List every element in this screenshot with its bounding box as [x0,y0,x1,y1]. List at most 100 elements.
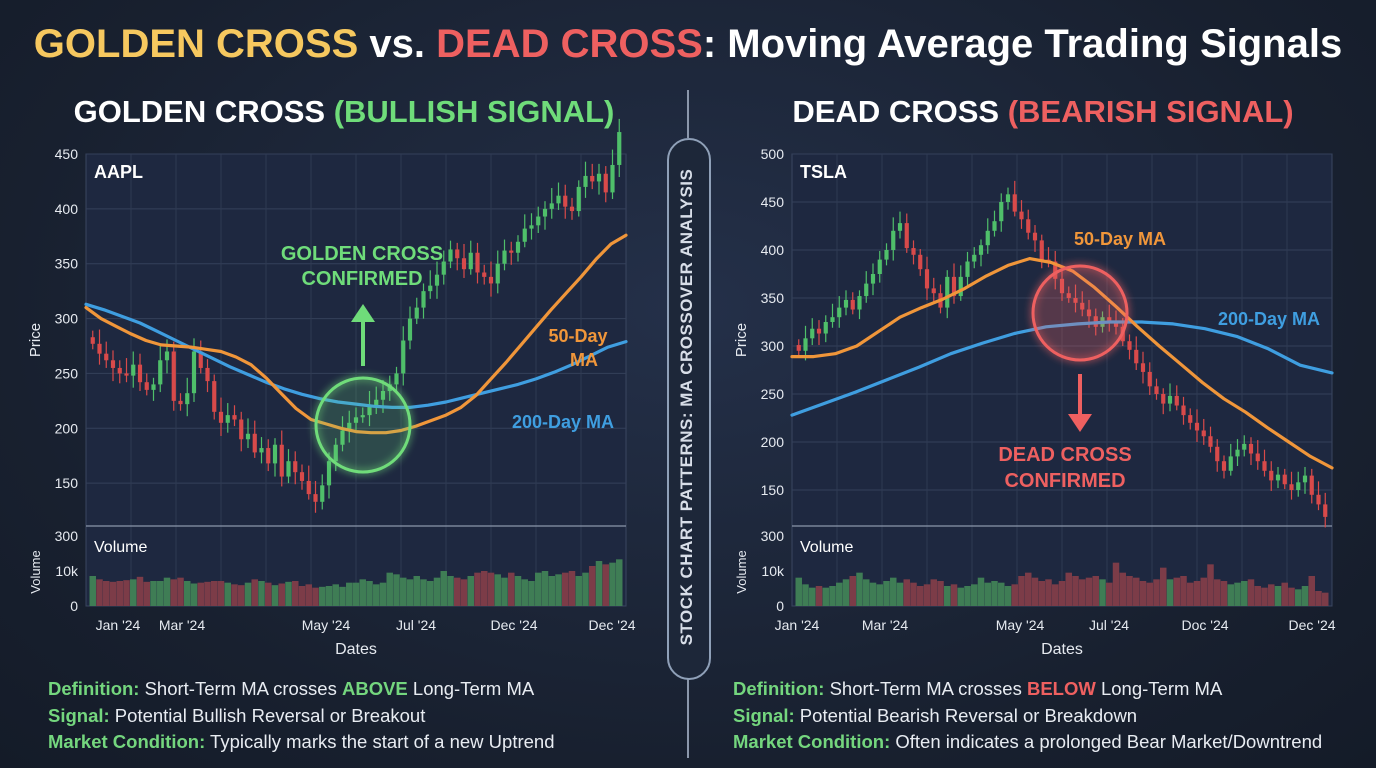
tsla-candle-body [816,328,822,334]
aapl-volume-bar [413,576,420,606]
aapl-candle-body [441,261,446,275]
tsla-candle-body [1194,422,1200,431]
aapl-candle-body [225,415,230,423]
tsla-volume-bar [1146,582,1153,606]
tsla-candle-body [857,296,862,310]
aapl-volume-bar [89,576,96,606]
aapl-ytick-label: 350 [55,256,79,272]
tsla-candle-body [1188,415,1193,423]
title-vs: vs. [358,22,437,66]
aapl-volume-bar [332,584,339,606]
tsla-candle-body [897,223,903,231]
aapl-xtick-label: Jul '24 [396,617,436,633]
aapl-volume-tick-label: 0 [70,598,78,614]
aapl-volume-label: Volume [94,539,147,556]
right-definition-label: Definition: [733,678,825,699]
aapl-volume-bar [190,583,198,606]
tsla-candle-body [1053,261,1058,279]
aapl-candle-body [401,340,406,374]
left-condition-label: Market Condition: [48,731,206,752]
aapl-volume-bar [271,585,279,606]
aapl-volume-bar [366,581,373,606]
aapl-candle-body [110,360,116,368]
aapl-volume-bar [136,576,144,606]
tsla-candle-body [1201,430,1206,437]
tsla-volume-bar [1031,577,1039,606]
tsla-ytick-label: 350 [761,290,785,306]
aapl-volume-bar [535,572,542,606]
tsla-volume-bar [1058,581,1066,606]
tsla-volume-bar [876,584,883,606]
tsla-volume-bar [1193,581,1201,606]
aapl-xtick-label: Dec '24 [490,617,537,633]
aapl-volume-bar [595,561,603,606]
divider-line-bottom [687,676,689,758]
divider-line-top [687,90,689,138]
tsla-volume-bar [964,586,971,606]
aapl-volume-bar [609,562,616,606]
right-signal: Signal: Potential Bearish Reversal or Br… [733,703,1322,730]
aapl-volume-bar [460,579,468,606]
tsla-volume-bar [1288,587,1295,606]
tsla-volume-bar [802,584,809,606]
aapl-volume-bar [231,584,238,606]
aapl-ytick-label: 150 [55,475,79,491]
aapl-volume-bar [352,582,360,606]
aapl-candle-body [293,461,298,473]
aapl-candle-body [569,206,575,212]
aapl-volume-bar [197,582,204,606]
right-definition: Definition: Short-Term MA crosses BELOW … [733,676,1322,703]
aapl-volume-bar [177,577,184,606]
tsla-volume-bar [1085,577,1093,606]
aapl-volume-bar [427,581,434,606]
aapl-volume-bar [474,572,481,606]
aapl-ma50-legend-line1: 50-Day [548,326,607,346]
right-definition-key: BELOW [1026,678,1096,699]
tsla-candle-body [911,248,916,255]
aapl-candle-body [495,263,500,284]
aapl-candle-body [502,250,507,264]
tsla-volume-bar [1308,576,1315,606]
aapl-candle-body [313,494,318,502]
aapl-volume-bar [109,581,117,606]
tsla-candle-body [1005,194,1011,202]
tsla-volume-bar [856,572,863,606]
aapl-candle-body [232,415,237,420]
tsla-volume-bar [1072,576,1079,606]
tsla-candle-body [1181,405,1186,416]
aapl-volume-bar [312,587,319,606]
tsla-volume-bar [1220,581,1228,606]
aapl-volume-bar [116,581,123,606]
tsla-candle-body [796,345,801,351]
tsla-candle-body [823,322,828,334]
aapl-volume-bar [379,582,387,606]
aapl-candle-body [563,195,568,207]
aapl-volume-bar [123,580,130,606]
aapl-candle-body [178,400,183,405]
tsla-candle-body [1282,474,1287,485]
tsla-volume-bar [1025,572,1032,606]
tsla-xlabel: Dates [1041,641,1083,658]
title-dead-cross: DEAD CROSS [436,22,703,66]
aapl-candle-body [421,291,426,308]
aapl-candle-body [434,274,440,286]
title-rest: : Moving Average Trading Signals [702,22,1343,66]
aapl-xtick-label: Mar '24 [159,617,205,633]
tsla-volume-bar [1241,581,1248,606]
tsla-candle-body [891,230,896,250]
tsla-volume-bar [998,582,1005,606]
tsla-volume-bar [842,579,850,606]
aapl-candle-body [151,384,156,390]
tsla-candle-body [1140,363,1146,372]
tsla-volume-bar [1200,577,1207,606]
tsla-volume-bar [937,581,944,606]
tsla-volume-bar [1133,577,1140,606]
aapl-candle-body [320,485,325,502]
tsla-candle-body [1262,461,1267,471]
tsla-volume-bar [991,581,998,606]
tsla-volume-bar [1322,592,1329,606]
aapl-volume-bar [447,576,454,606]
aapl-volume-bar [433,577,441,606]
aapl-volume-bar [400,577,407,606]
tsla-volume-bar [883,581,890,606]
